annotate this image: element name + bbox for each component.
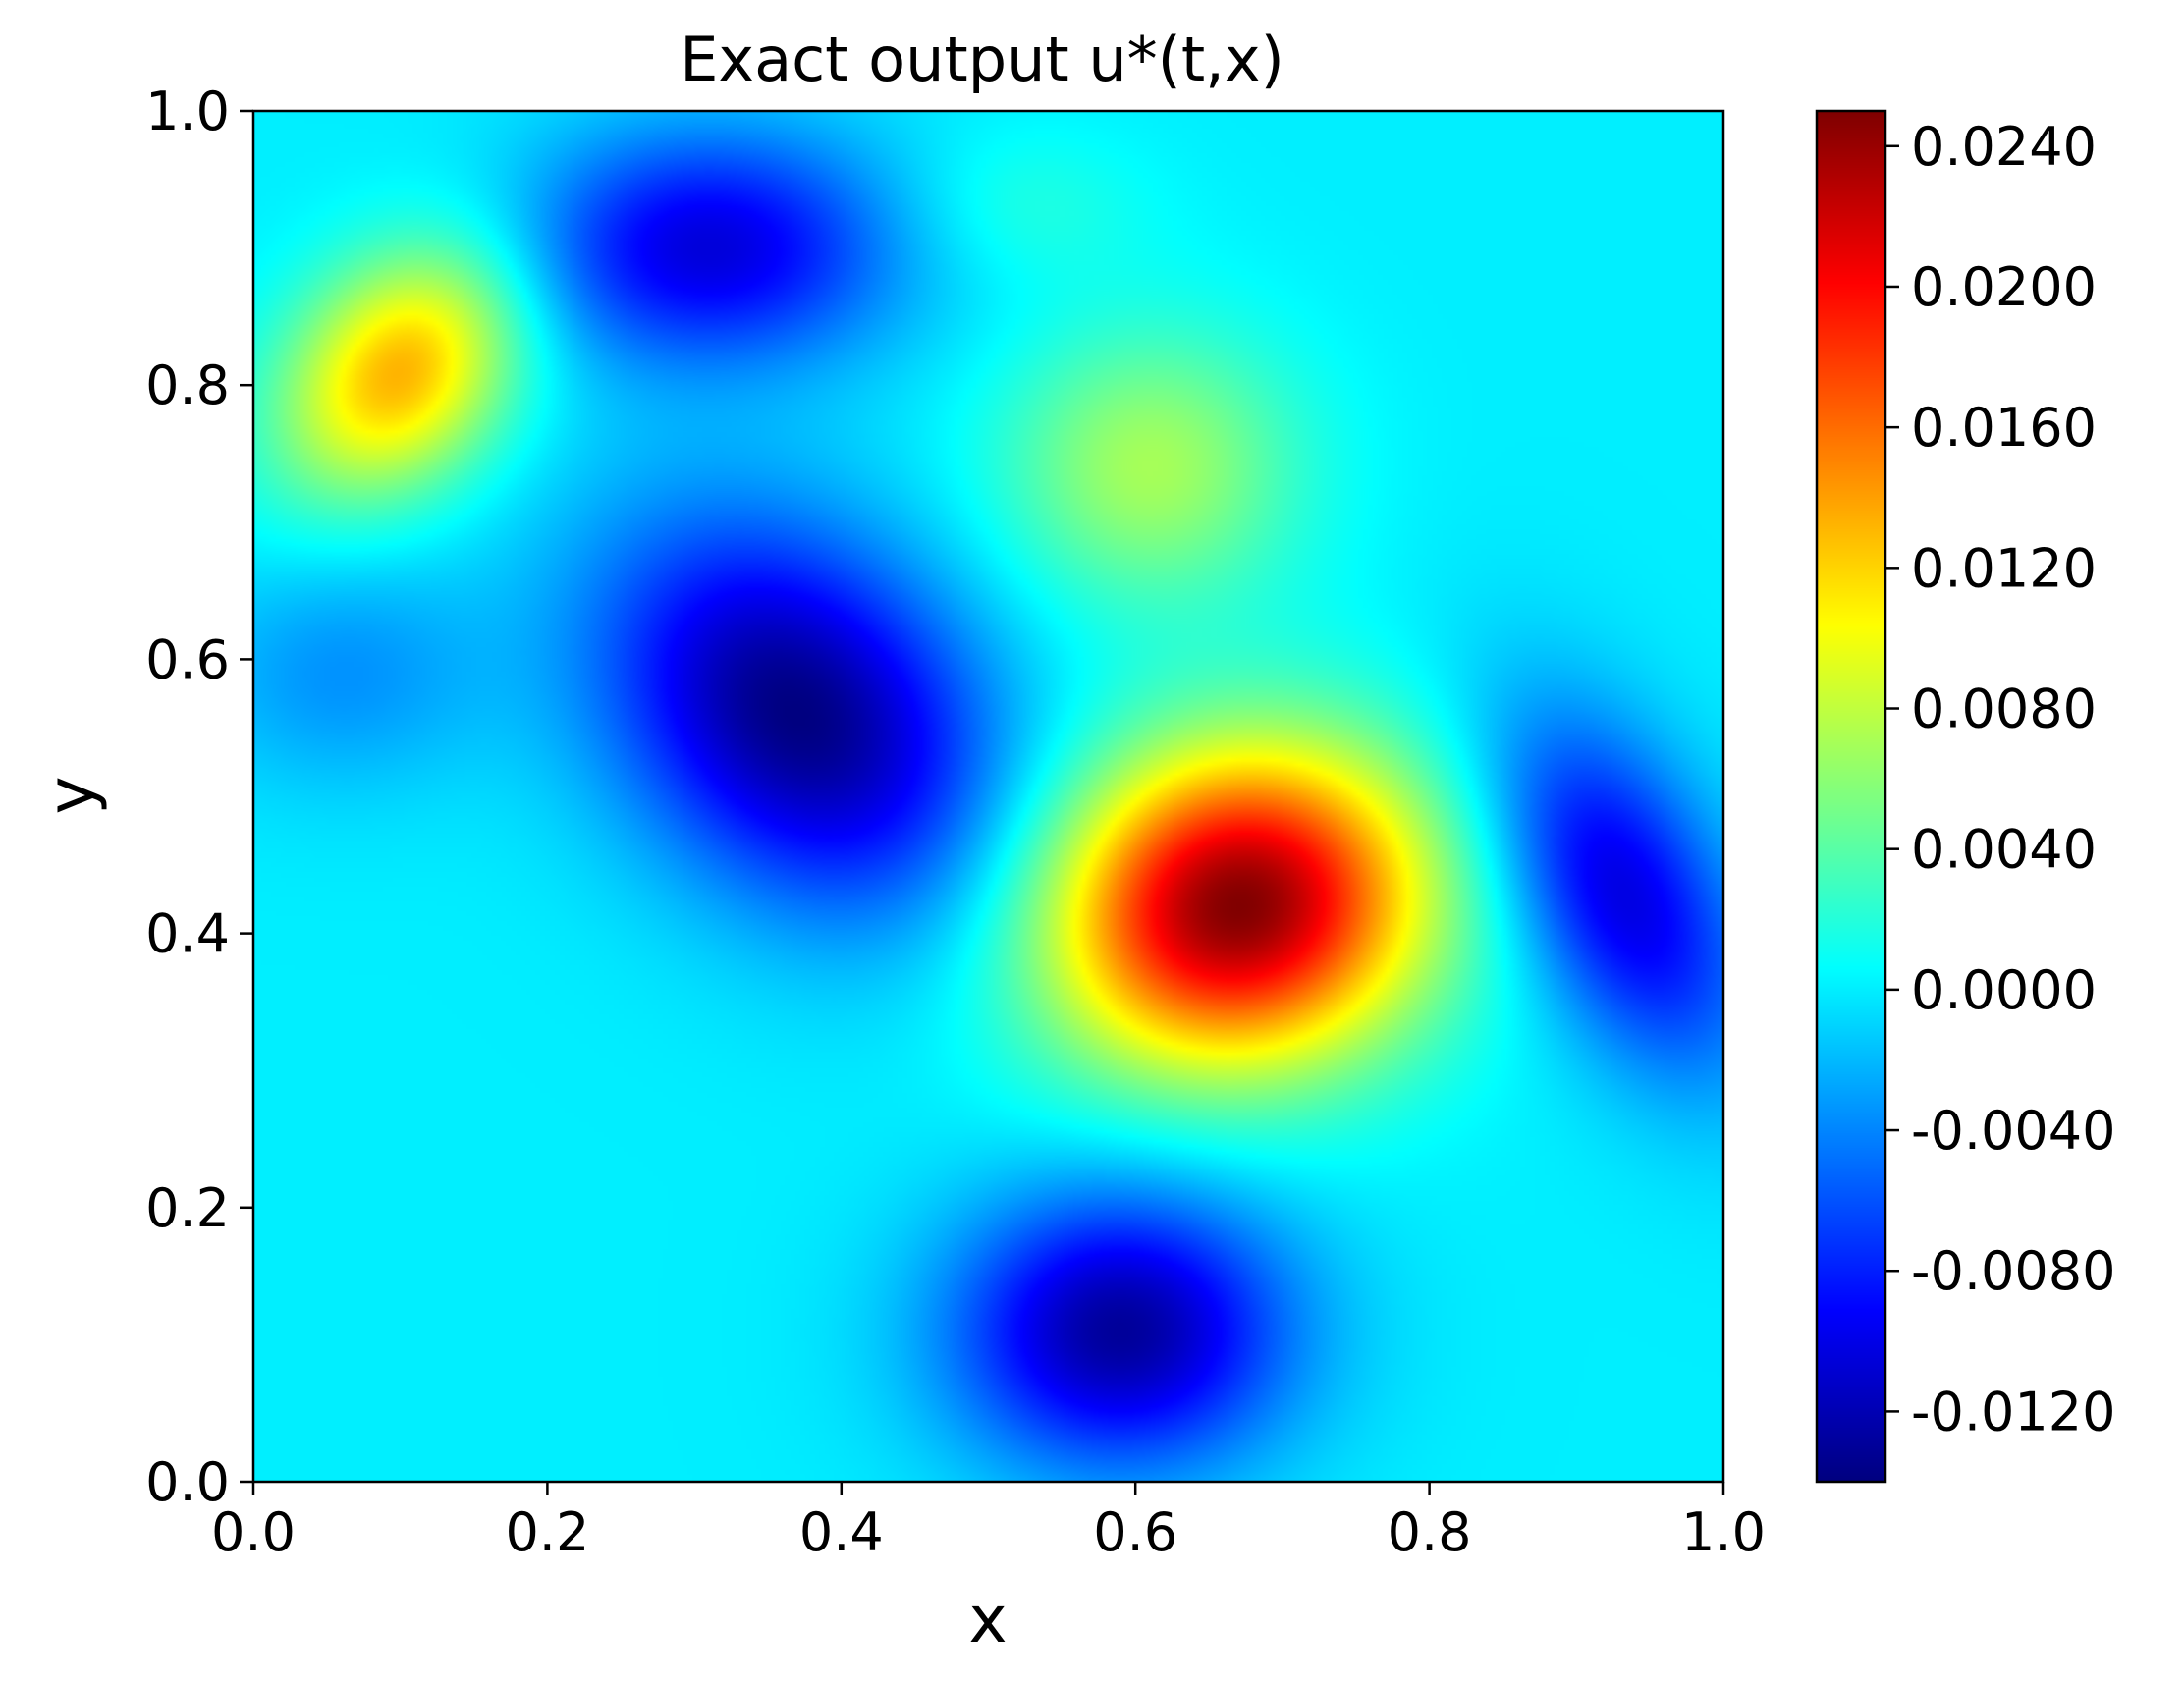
y-tick-label: 0.8 [145, 354, 230, 416]
colorbar-tick-label: 0.0200 [1911, 256, 2097, 318]
x-axis: 0.0 0.2 0.4 0.6 0.8 1.0 [211, 1482, 1766, 1563]
chart-title: Exact output u*(t,x) [680, 24, 1284, 95]
plot-frame [251, 109, 1725, 1484]
colorbar-gradient [1817, 111, 1885, 1482]
y-tick-label: 1.0 [145, 81, 230, 142]
field-heatmap [253, 111, 1723, 1482]
x-tick-label: 0.6 [1093, 1501, 1177, 1563]
plot-area [251, 109, 1725, 1484]
colorbar-tick-label: -0.0080 [1911, 1240, 2115, 1302]
colorbar-tick-label: 0.0160 [1911, 397, 2097, 459]
colorbar-tick-label: 0.0000 [1911, 959, 2097, 1021]
y-axis: 0.0 0.2 0.4 0.6 0.8 1.0 [145, 81, 253, 1513]
colorbar-tick-label: -0.0120 [1911, 1381, 2115, 1442]
y-tick-label: 0.4 [145, 903, 230, 965]
x-tick-label: 0.2 [505, 1501, 589, 1563]
x-tick-label: 0.8 [1388, 1501, 1472, 1563]
y-axis-label: y [33, 776, 109, 814]
y-tick-label: 0.6 [145, 628, 230, 690]
colorbar-ticks: -0.0120 -0.0080 -0.0040 0.0000 0.0040 0.0080 0… [1885, 116, 2115, 1442]
y-tick-label: 0.0 [145, 1451, 230, 1513]
colorbar-tick-label: 0.0240 [1911, 116, 2097, 178]
colorbar-tick-label: 0.0040 [1911, 819, 2097, 881]
colorbar: -0.0120 -0.0080 -0.0040 0.0000 0.0040 0.0080 0… [1815, 109, 2115, 1484]
x-tick-label: 0.0 [211, 1501, 296, 1563]
x-axis-label: x [968, 1582, 1007, 1658]
x-tick-label: 1.0 [1681, 1501, 1766, 1563]
y-tick-label: 0.2 [145, 1177, 230, 1239]
colorbar-frame [1815, 109, 1887, 1484]
colorbar-tick-label: -0.0040 [1911, 1100, 2115, 1162]
colorbar-tick-label: 0.0120 [1911, 537, 2097, 599]
x-tick-label: 0.4 [799, 1501, 884, 1563]
colorbar-tick-label: 0.0080 [1911, 679, 2097, 740]
